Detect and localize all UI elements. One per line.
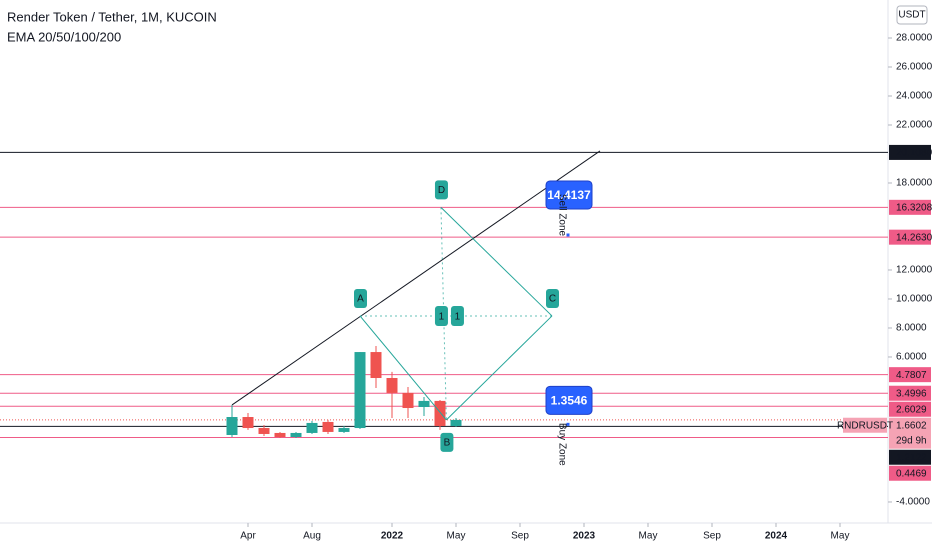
pattern-label-box	[440, 432, 454, 452]
trendline	[231, 150, 601, 406]
pattern-label-box	[546, 288, 559, 308]
price-label-box	[889, 229, 931, 245]
y-tick-label: 12.0000	[896, 265, 932, 276]
target-label: 14.4137	[547, 188, 591, 202]
candle-body	[322, 421, 334, 432]
pattern-label-box	[434, 180, 448, 200]
ratio-box	[450, 305, 464, 326]
candle-body	[306, 422, 318, 433]
pattern-label: D	[438, 185, 445, 196]
price-label: 1.6602	[896, 420, 927, 431]
price-label: 20.1080	[896, 148, 932, 159]
x-tick-label: Sep	[703, 531, 721, 542]
currency-box[interactable]	[896, 5, 928, 25]
ratio-label: 1	[455, 312, 461, 323]
y-tick-label: 8.0000	[896, 323, 927, 334]
pattern-label: C	[549, 294, 556, 305]
candle-body	[386, 378, 398, 393]
x-tick-label: May	[639, 531, 658, 542]
pattern-leg	[359, 315, 447, 421]
candle-body	[418, 400, 430, 408]
candle-body	[402, 392, 414, 409]
price-label-box	[889, 449, 931, 465]
price-label-box	[889, 401, 931, 417]
price-label: 0.4469	[896, 468, 927, 479]
price-label-box	[889, 144, 931, 160]
y-tick-label: 22.0000	[896, 120, 932, 131]
x-tick-label: 2022	[381, 531, 404, 542]
zone-label: Buy Zone	[556, 423, 567, 466]
price-label: 4.7807	[896, 370, 927, 381]
price-label: 3.4996	[896, 388, 927, 399]
zone-label: Sell Zone	[556, 194, 567, 237]
price-label-box	[889, 465, 931, 481]
ratio-label: 1	[439, 312, 445, 323]
x-tick-label: 2023	[573, 531, 596, 542]
x-tick-label: Sep	[511, 531, 529, 542]
price-label: 2.6029	[896, 404, 927, 415]
pattern-label: A	[357, 294, 364, 305]
x-tick-label: Aug	[303, 531, 321, 542]
candle-body	[338, 428, 350, 432]
candle-body	[274, 432, 286, 438]
y-tick-label: 10.0000	[896, 294, 932, 305]
y-tick-label: 26.0000	[896, 62, 932, 73]
price-label-box	[889, 417, 931, 449]
price-label-box	[889, 385, 931, 401]
y-tick-label: 24.0000	[896, 91, 932, 102]
pattern-leg	[440, 206, 553, 317]
y-tick-label: 6.0000	[896, 352, 927, 363]
x-tick-label: May	[831, 531, 850, 542]
countdown-label: 29d 9h	[896, 435, 927, 446]
candle-body	[434, 400, 446, 426]
price-label: 1.2122	[896, 452, 927, 463]
candle-body	[370, 352, 382, 379]
candle-body	[226, 417, 238, 435]
candle-body	[242, 417, 254, 429]
symbol-label: RNDRUSDT	[837, 420, 893, 431]
price-label: 14.2630	[896, 232, 932, 243]
price-label-box	[889, 367, 931, 383]
ratio-box	[434, 305, 448, 326]
y-tick-label: -4.0000	[896, 497, 930, 508]
target-box	[545, 385, 593, 415]
price-label-box	[889, 199, 931, 215]
x-tick-label: 2024	[765, 531, 788, 542]
candle-body	[450, 419, 462, 426]
currency-label: USDT	[898, 10, 925, 21]
x-tick-label: May	[447, 531, 466, 542]
pattern-leg	[446, 315, 553, 421]
x-tick-label: Apr	[240, 531, 256, 542]
indicator-label: EMA 20/50/100/200	[7, 29, 121, 44]
candle-body	[354, 352, 366, 429]
chart-title: Render Token / Tether, 1M, KUCOIN	[7, 9, 217, 24]
target-marker	[566, 422, 570, 426]
target-label: 1.3546	[551, 394, 588, 408]
pattern-label-box	[354, 288, 367, 308]
y-tick-label: 28.0000	[896, 33, 932, 44]
target-box	[545, 180, 593, 210]
symbol-box	[843, 417, 887, 433]
y-tick-label: 18.0000	[896, 178, 932, 189]
price-label: 16.3208	[896, 202, 932, 213]
candle-body	[258, 428, 270, 434]
target-marker	[566, 233, 570, 237]
candle-body	[290, 432, 302, 438]
pattern-label: B	[444, 438, 451, 449]
